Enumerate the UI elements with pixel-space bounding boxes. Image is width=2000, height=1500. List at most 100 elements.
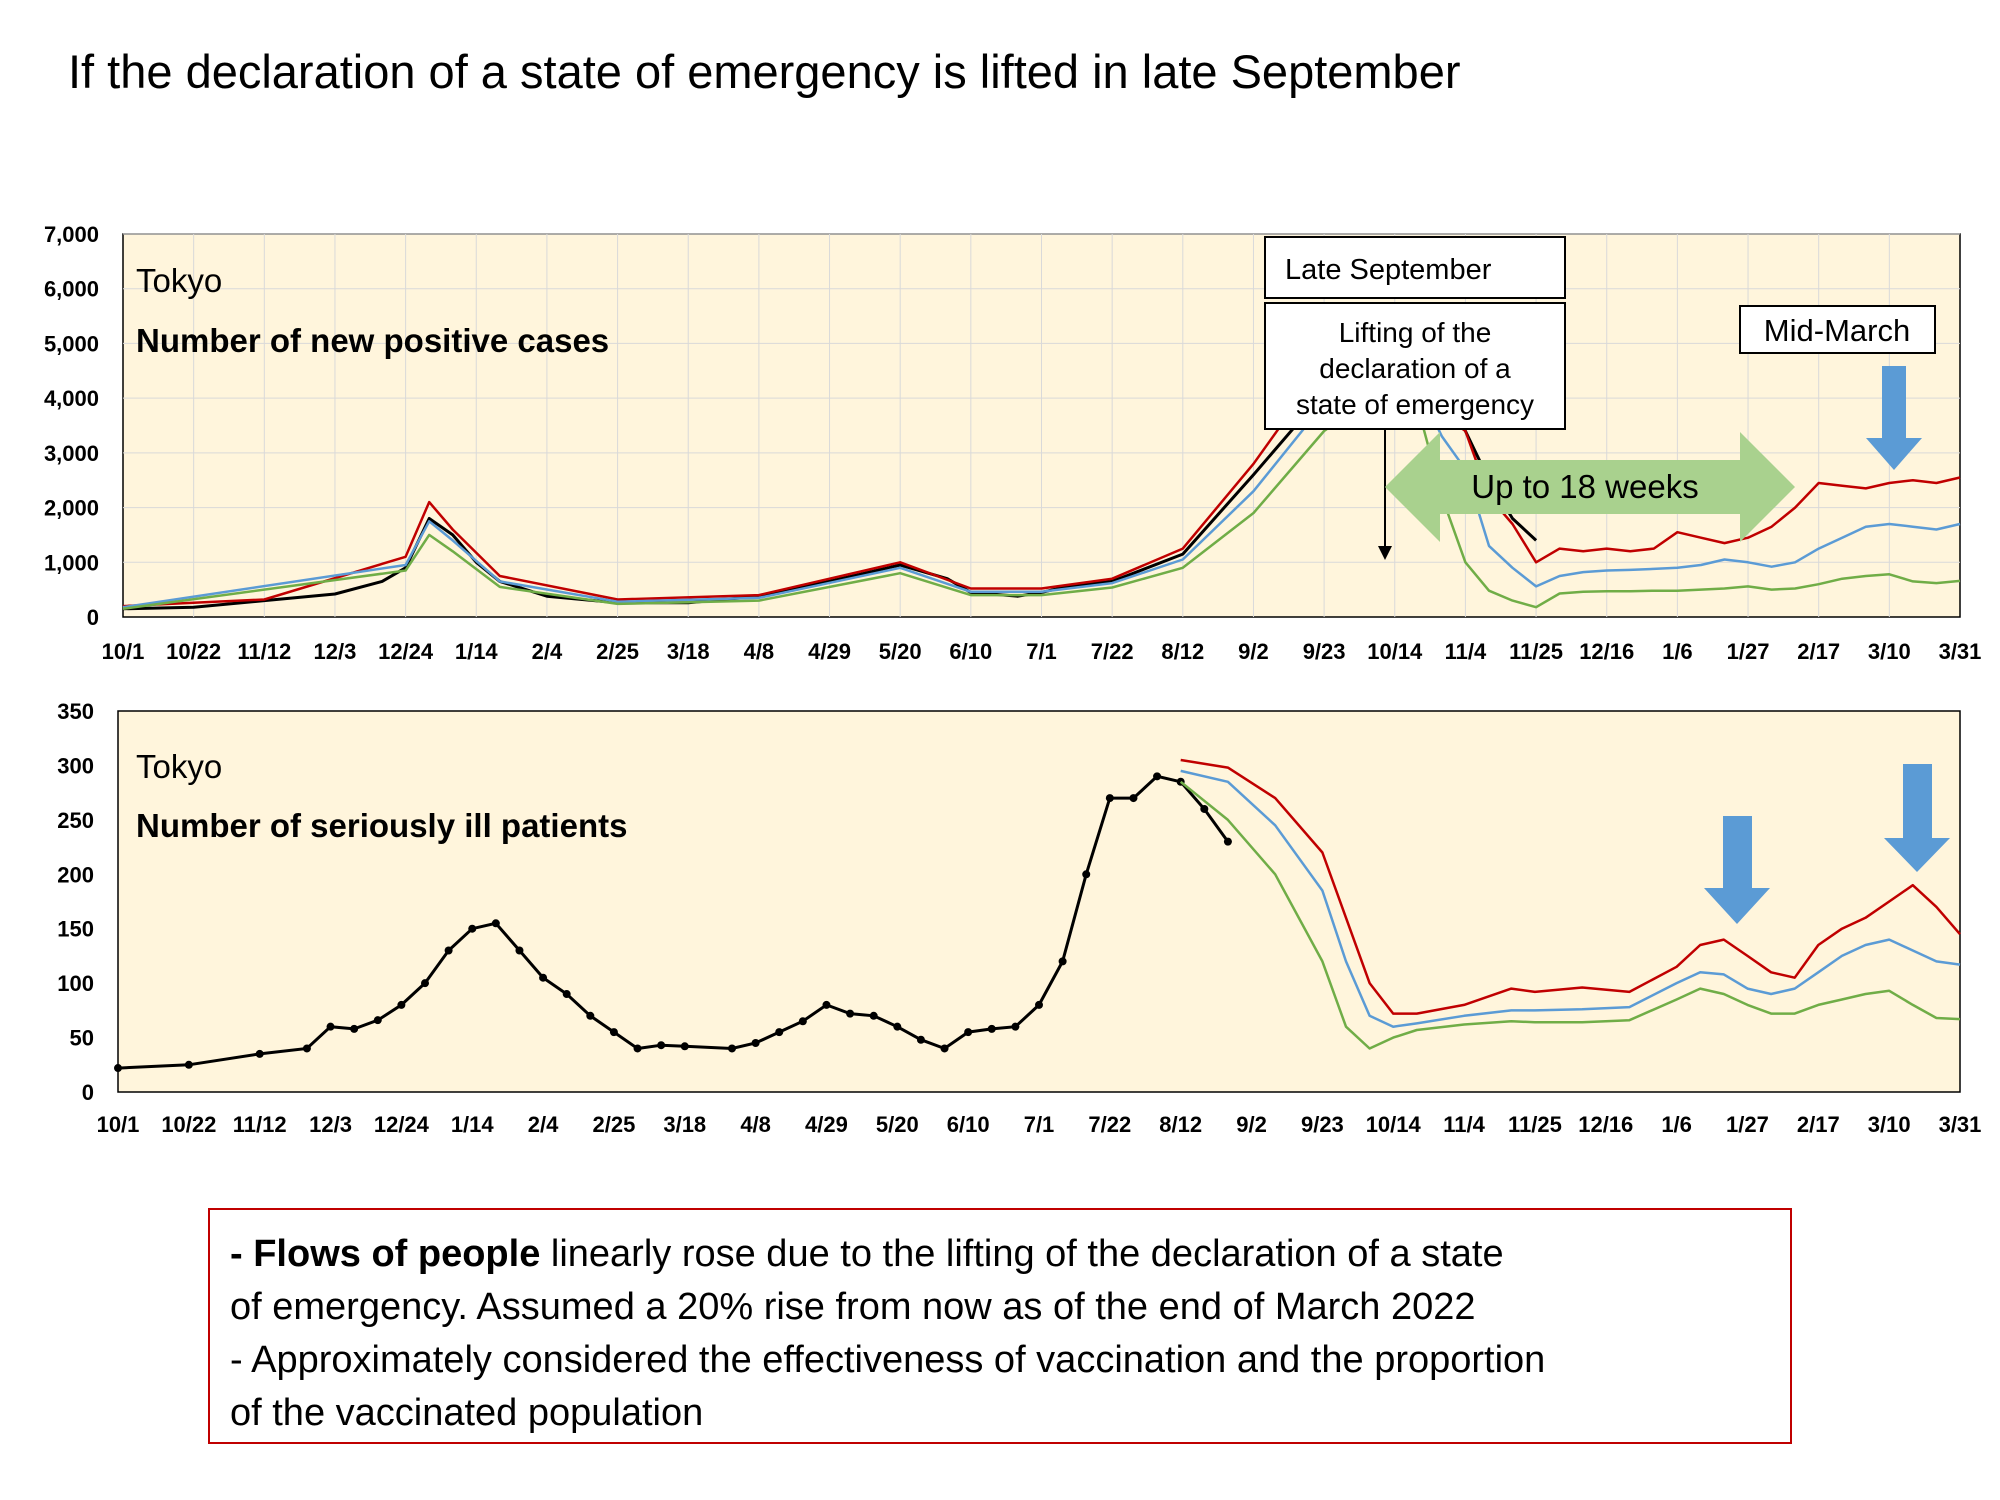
x-tick-label: 9/2 bbox=[1236, 1112, 1267, 1137]
x-tick-label: 3/10 bbox=[1868, 639, 1911, 664]
y-tick-label: 5,000 bbox=[44, 331, 99, 356]
y-tick-label: 250 bbox=[57, 808, 94, 833]
top-region-label: Tokyo bbox=[136, 262, 222, 299]
x-tick-label: 6/10 bbox=[949, 639, 992, 664]
lifting-line-1: Lifting of the bbox=[1339, 317, 1492, 348]
x-tick-label: 1/6 bbox=[1661, 1112, 1692, 1137]
series-line-2 bbox=[1180, 769, 1961, 1028]
bottom-chart-title: Number of seriously ill patients bbox=[136, 807, 627, 844]
x-tick-label: 12/24 bbox=[374, 1112, 430, 1137]
y-tick-label: 4,000 bbox=[44, 386, 99, 411]
series-line-2 bbox=[122, 355, 1961, 609]
series-line-1 bbox=[1180, 758, 1961, 1015]
x-tick-label: 7/1 bbox=[1026, 639, 1057, 664]
x-tick-label: 12/16 bbox=[1578, 1112, 1633, 1137]
x-tick-label: 11/25 bbox=[1508, 1112, 1562, 1137]
x-tick-label: 4/8 bbox=[744, 639, 775, 664]
x-tick-label: 1/27 bbox=[1726, 1112, 1769, 1137]
x-tick-label: 7/22 bbox=[1091, 639, 1134, 664]
x-tick-label: 12/3 bbox=[309, 1112, 352, 1137]
weeks-double-arrow bbox=[1385, 432, 1795, 542]
mid-march-box bbox=[1739, 305, 1936, 354]
bottom-region-label: Tokyo bbox=[136, 748, 222, 785]
weeks-label: Up to 18 weeks bbox=[1471, 468, 1698, 505]
x-tick-label: 3/31 bbox=[1939, 1112, 1982, 1137]
lifting-pointer-head bbox=[1378, 546, 1392, 560]
x-tick-label: 8/12 bbox=[1161, 639, 1204, 664]
x-tick-label: 5/20 bbox=[876, 1112, 919, 1137]
x-tick-label: 9/23 bbox=[1303, 639, 1346, 664]
notes-box: - Flows of people linearly rose due to t… bbox=[208, 1208, 1792, 1444]
lifting-box bbox=[1264, 302, 1566, 430]
x-tick-label: 1/6 bbox=[1662, 639, 1693, 664]
notes-bold-lead: - Flows of people bbox=[230, 1233, 541, 1275]
x-tick-label: 10/14 bbox=[1366, 1112, 1422, 1137]
y-tick-label: 3,000 bbox=[44, 441, 99, 466]
x-tick-label: 11/12 bbox=[233, 1112, 287, 1137]
x-tick-label: 1/14 bbox=[451, 1112, 495, 1137]
x-tick-label: 7/22 bbox=[1088, 1112, 1131, 1137]
y-tick-label: 7,000 bbox=[44, 222, 99, 247]
bottom-x-axis: 10/1 10/22 11/12 12/3 12/24 1/14 2/4 2/25 3/18 4/… bbox=[97, 1112, 1982, 1137]
x-tick-label: 3/31 bbox=[1939, 639, 1982, 664]
series-line-3 bbox=[1179, 780, 1961, 1050]
y-tick-label: 350 bbox=[57, 699, 94, 724]
bottom-plot-area bbox=[117, 710, 1961, 1093]
x-tick-label: 11/25 bbox=[1509, 639, 1563, 664]
x-tick-label: 1/14 bbox=[455, 639, 499, 664]
x-tick-label: 6/10 bbox=[947, 1112, 990, 1137]
x-tick-label: 3/10 bbox=[1868, 1112, 1911, 1137]
series-line-observed bbox=[117, 774, 1230, 1070]
charts-canvas: 0 1,000 2,000 3,000 4,000 5,000 6,000 7,000 10/… bbox=[44, 222, 1982, 1137]
y-tick-label: 300 bbox=[57, 753, 94, 778]
x-tick-label: 5/20 bbox=[879, 639, 922, 664]
x-tick-label: 2/4 bbox=[532, 639, 563, 664]
bottom-arrow-icon-1 bbox=[1704, 816, 1770, 924]
x-tick-label: 8/12 bbox=[1159, 1112, 1202, 1137]
x-tick-label: 11/4 bbox=[1445, 639, 1487, 664]
top-y-axis: 0 1,000 2,000 3,000 4,000 5,000 6,000 7,000 bbox=[44, 222, 99, 630]
y-tick-label: 0 bbox=[87, 605, 99, 630]
x-tick-label: 11/12 bbox=[237, 639, 291, 664]
late-september-box bbox=[1264, 236, 1566, 299]
page-title: If the declaration of a state of emergen… bbox=[68, 45, 1461, 98]
x-tick-label: 12/16 bbox=[1579, 639, 1634, 664]
y-tick-label: 2,000 bbox=[44, 496, 99, 521]
bottom-arrow-icon-2 bbox=[1884, 764, 1950, 872]
lifting-line-2: declaration of a bbox=[1319, 353, 1511, 384]
x-tick-label: 2/25 bbox=[593, 1112, 636, 1137]
x-tick-label: 4/8 bbox=[740, 1112, 771, 1137]
x-tick-label: 1/27 bbox=[1727, 639, 1770, 664]
x-tick-label: 2/17 bbox=[1797, 1112, 1840, 1137]
x-tick-label: 10/1 bbox=[102, 639, 145, 664]
y-tick-label: 150 bbox=[57, 917, 94, 942]
top-chart-title: Number of new positive cases bbox=[136, 322, 609, 359]
notes-line-4: of the vaccinated population bbox=[230, 1392, 704, 1434]
lifting-line-3: state of emergency bbox=[1296, 389, 1534, 420]
x-tick-label: 10/22 bbox=[161, 1112, 216, 1137]
bottom-y-axis: 0 50 100 150 200 250 300 350 bbox=[57, 699, 94, 1105]
notes-line-1: - Flows of people linearly rose due to t… bbox=[230, 1228, 1764, 1281]
notes-line-1-rest: linearly rose due to the lifting of the … bbox=[540, 1233, 1504, 1275]
y-tick-label: 1,000 bbox=[44, 550, 99, 575]
notes-line-2: of emergency. Assumed a 20% rise from no… bbox=[230, 1286, 1476, 1328]
x-tick-label: 7/1 bbox=[1024, 1112, 1055, 1137]
x-tick-label: 4/29 bbox=[808, 639, 851, 664]
x-tick-label: 10/22 bbox=[166, 639, 221, 664]
y-tick-label: 6,000 bbox=[44, 277, 99, 302]
x-tick-label: 2/25 bbox=[596, 639, 639, 664]
x-tick-label: 4/29 bbox=[805, 1112, 848, 1137]
x-tick-label: 3/18 bbox=[663, 1112, 706, 1137]
mid-march-arrow-icon bbox=[1866, 366, 1922, 470]
bottom-series bbox=[114, 758, 1961, 1073]
x-tick-label: 9/23 bbox=[1301, 1112, 1344, 1137]
x-tick-label: 2/17 bbox=[1797, 639, 1840, 664]
x-tick-label: 10/14 bbox=[1367, 639, 1423, 664]
x-tick-label: 11/4 bbox=[1443, 1112, 1485, 1137]
x-tick-label: 2/4 bbox=[528, 1112, 559, 1137]
x-tick-label: 12/3 bbox=[314, 639, 357, 664]
series-line-3 bbox=[122, 380, 1961, 611]
late-september-label: Late September bbox=[1285, 254, 1492, 286]
x-tick-label: 3/18 bbox=[667, 639, 710, 664]
notes-line-3: - Approximately considered the effective… bbox=[230, 1339, 1546, 1381]
